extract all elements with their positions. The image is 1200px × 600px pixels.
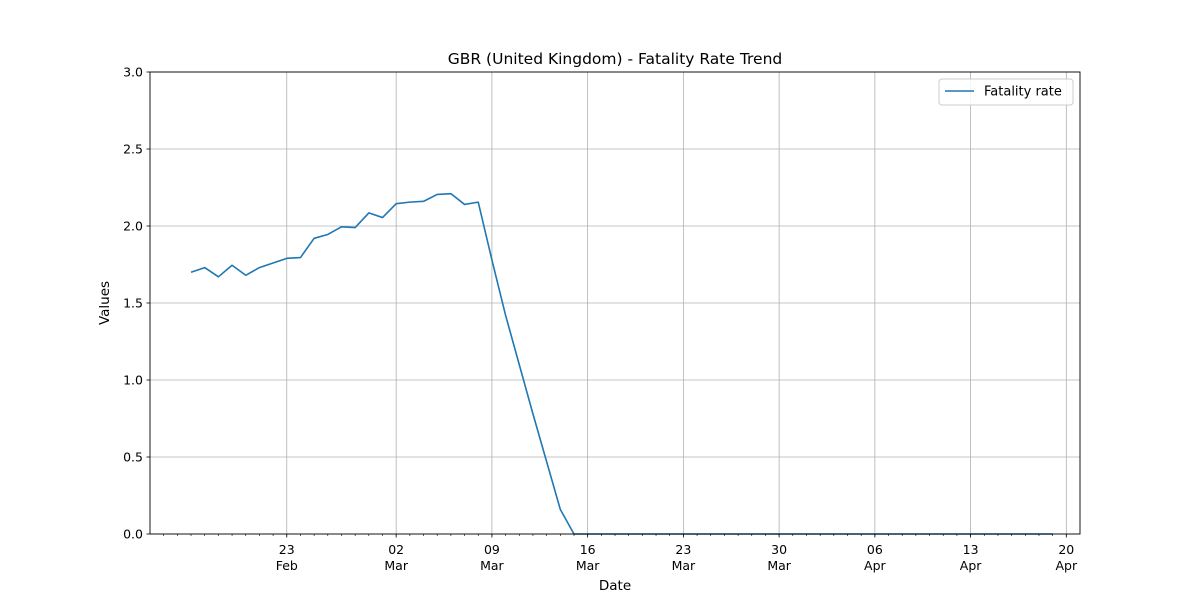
series-layer bbox=[190, 192, 1053, 535]
x-tick-label-month: Mar bbox=[576, 558, 600, 573]
x-axis-label: Date bbox=[599, 578, 631, 594]
y-tick-label: 1.5 bbox=[123, 296, 143, 311]
y-axis-label: Values bbox=[97, 281, 113, 325]
x-tick-label-day: 20 bbox=[1058, 542, 1074, 557]
y-tick-label: 1.0 bbox=[123, 373, 143, 388]
y-tick-label: 2.0 bbox=[123, 219, 143, 234]
y-tick-label: 3.0 bbox=[123, 65, 143, 80]
x-tick-label-day: 06 bbox=[867, 542, 883, 557]
grid-lines bbox=[150, 71, 1080, 535]
x-tick-label-month: Mar bbox=[672, 558, 696, 573]
x-tick-label-month: Apr bbox=[960, 558, 982, 573]
y-tick-label: 2.5 bbox=[123, 142, 143, 157]
y-tick-label: 0.5 bbox=[123, 450, 143, 465]
legend-label-fatality-rate: Fatality rate bbox=[984, 85, 1062, 100]
x-tick-label-month: Mar bbox=[480, 558, 504, 573]
x-tick-label-day: 13 bbox=[963, 542, 979, 557]
x-tick-label-day: 09 bbox=[484, 542, 500, 557]
legend: Fatality rate bbox=[938, 78, 1074, 106]
x-tick-label-day: 16 bbox=[580, 542, 596, 557]
x-tick-label-month: Apr bbox=[1056, 558, 1078, 573]
legend-box bbox=[938, 78, 1074, 106]
x-tick-label-day: 23 bbox=[675, 542, 691, 557]
x-tick-label-month: Mar bbox=[767, 558, 791, 573]
chart-title: GBR (United Kingdom) - Fatality Rate Tre… bbox=[448, 50, 783, 68]
x-tick-label-month: Feb bbox=[276, 558, 298, 573]
x-tick-label-day: 02 bbox=[388, 542, 404, 557]
axis-ticks: 0.00.51.01.52.02.53.023Feb02Mar09Mar16Ma… bbox=[123, 65, 1078, 574]
x-tick-label-day: 23 bbox=[279, 542, 295, 557]
y-tick-label: 0.0 bbox=[123, 527, 143, 542]
x-tick-label-month: Apr bbox=[864, 558, 886, 573]
series-line-fatality-rate bbox=[190, 192, 1053, 535]
x-tick-label-day: 30 bbox=[771, 542, 787, 557]
x-tick-label-month: Mar bbox=[384, 558, 408, 573]
